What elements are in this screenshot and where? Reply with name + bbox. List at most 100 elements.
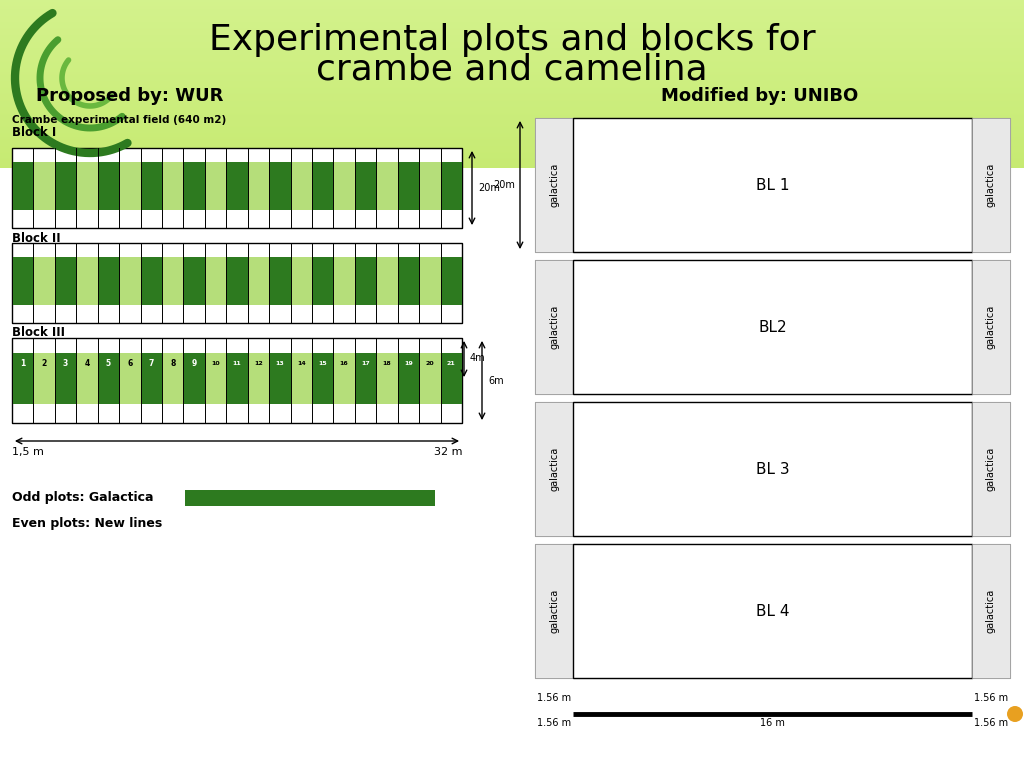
Text: BL2: BL2	[758, 319, 786, 335]
Text: Block I: Block I	[12, 127, 56, 140]
Bar	[535, 118, 573, 252]
Bar	[55, 257, 76, 306]
Text: 7: 7	[148, 359, 154, 368]
Text: 1.56 m: 1.56 m	[537, 693, 571, 703]
Text: 20m: 20m	[478, 183, 500, 193]
Text: 20m: 20m	[494, 180, 515, 190]
Bar	[573, 402, 972, 536]
Bar	[972, 260, 1010, 394]
Bar	[535, 544, 573, 678]
Text: 1.56 m: 1.56 m	[974, 693, 1008, 703]
Bar	[972, 118, 1010, 252]
Text: 12: 12	[254, 361, 263, 366]
Bar	[97, 257, 119, 306]
Text: Modified by: UNIBO: Modified by: UNIBO	[662, 87, 859, 105]
Bar	[535, 544, 1010, 678]
Bar	[12, 148, 462, 228]
Text: 16 m: 16 m	[760, 718, 785, 728]
Text: 8: 8	[170, 359, 175, 368]
Bar	[573, 260, 972, 394]
Bar	[397, 257, 419, 306]
Text: 10: 10	[211, 361, 220, 366]
Text: 4: 4	[84, 359, 90, 368]
Bar	[55, 162, 76, 210]
Bar	[0, 168, 1024, 768]
Bar	[226, 353, 248, 404]
Bar	[972, 402, 1010, 536]
Bar	[312, 162, 334, 210]
Bar	[97, 162, 119, 210]
Text: 17: 17	[361, 361, 370, 366]
Bar	[312, 257, 334, 306]
Bar	[573, 544, 972, 678]
Text: galactica: galactica	[986, 163, 996, 207]
Text: 16: 16	[340, 361, 348, 366]
Text: Proposed by: WUR: Proposed by: WUR	[36, 87, 223, 105]
Bar	[12, 162, 462, 210]
Text: galactica: galactica	[986, 589, 996, 633]
Circle shape	[1007, 706, 1023, 722]
Bar	[183, 162, 205, 210]
Text: 13: 13	[275, 361, 285, 366]
Bar	[535, 260, 573, 394]
Text: galactica: galactica	[549, 589, 559, 633]
Bar	[226, 162, 248, 210]
Text: 1,5 m: 1,5 m	[12, 447, 44, 457]
Bar	[573, 118, 972, 252]
Text: 3: 3	[62, 359, 69, 368]
Bar	[535, 402, 573, 536]
Text: 1.56 m: 1.56 m	[537, 718, 571, 728]
Text: crambe and camelina: crambe and camelina	[316, 53, 708, 87]
Text: Odd plots: Galactica: Odd plots: Galactica	[12, 492, 154, 505]
Text: Block II: Block II	[12, 231, 60, 244]
Text: galactica: galactica	[986, 447, 996, 491]
Bar	[355, 353, 376, 404]
Bar	[140, 162, 162, 210]
Bar	[355, 162, 376, 210]
Bar	[226, 257, 248, 306]
Bar	[97, 353, 119, 404]
Text: 4m: 4m	[470, 353, 485, 363]
Bar	[12, 243, 462, 323]
Bar	[183, 353, 205, 404]
Text: 2: 2	[42, 359, 47, 368]
Text: 11: 11	[232, 361, 242, 366]
Bar	[535, 402, 1010, 536]
Bar	[397, 162, 419, 210]
Bar	[535, 118, 1010, 252]
Bar	[269, 162, 291, 210]
Bar	[397, 353, 419, 404]
Bar	[12, 353, 34, 404]
Bar	[140, 353, 162, 404]
Bar	[12, 162, 34, 210]
Text: Crambe experimental field (640 m2): Crambe experimental field (640 m2)	[12, 115, 226, 125]
Text: Even plots: New lines: Even plots: New lines	[12, 517, 162, 529]
Bar	[440, 162, 462, 210]
Bar	[355, 257, 376, 306]
Bar	[12, 257, 34, 306]
Text: 6m: 6m	[488, 376, 504, 386]
Bar	[12, 353, 462, 404]
Text: 21: 21	[446, 361, 456, 366]
Text: 14: 14	[297, 361, 305, 366]
Text: BL 3: BL 3	[756, 462, 790, 476]
Bar	[12, 257, 462, 306]
Text: 18: 18	[383, 361, 391, 366]
Text: galactica: galactica	[549, 163, 559, 207]
Bar	[12, 338, 462, 423]
Text: galactica: galactica	[986, 305, 996, 349]
Bar	[140, 257, 162, 306]
Text: Block III: Block III	[12, 326, 65, 339]
Text: Experimental plots and blocks for: Experimental plots and blocks for	[209, 23, 815, 57]
Text: 20: 20	[426, 361, 434, 366]
Bar	[440, 257, 462, 306]
Bar	[535, 260, 1010, 394]
Text: 1: 1	[20, 359, 26, 368]
Bar	[183, 257, 205, 306]
Text: 5: 5	[105, 359, 111, 368]
Text: galactica: galactica	[549, 305, 559, 349]
Bar	[269, 257, 291, 306]
Bar	[55, 353, 76, 404]
Bar	[440, 353, 462, 404]
Text: 19: 19	[404, 361, 413, 366]
